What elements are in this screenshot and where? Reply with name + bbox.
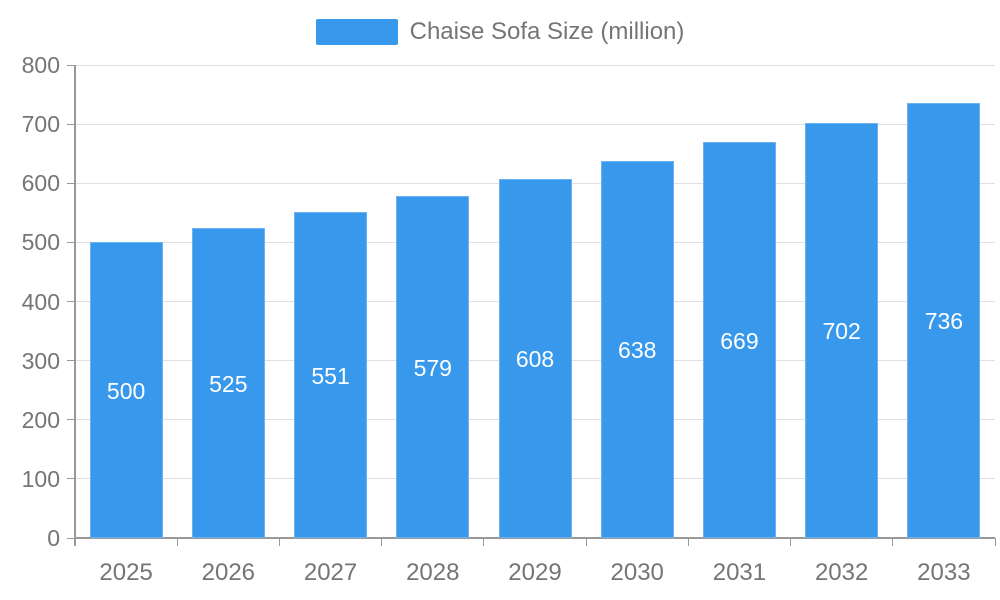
y-axis-label: 400 [21, 288, 60, 315]
y-axis-label: 800 [21, 52, 60, 78]
y-axis-label: 300 [21, 347, 60, 374]
x-axis-label: 2030 [610, 559, 664, 586]
legend-swatch-icon [315, 19, 398, 45]
x-axis-tick [892, 538, 894, 546]
y-axis-tick [67, 182, 75, 184]
bar: 702 [805, 122, 879, 538]
y-axis-tick [67, 478, 75, 480]
bar: 669 [702, 142, 776, 538]
x-axis-tick [278, 538, 280, 546]
x-axis-tick [483, 538, 485, 546]
bar-value-label: 551 [311, 363, 350, 390]
y-axis-label: 700 [21, 111, 60, 138]
gridline [75, 123, 995, 125]
x-axis-tick [585, 538, 587, 546]
y-axis-tick [67, 419, 75, 421]
y-axis-tick [67, 537, 75, 539]
bar: 500 [89, 242, 163, 538]
y-axis-label: 100 [21, 465, 60, 492]
y-axis-tick [67, 123, 75, 125]
x-axis-tick [74, 538, 76, 546]
y-axis-label: 200 [21, 406, 60, 433]
x-axis-tick [176, 538, 178, 546]
bar: 736 [907, 102, 981, 538]
x-axis-label: 2029 [508, 559, 562, 586]
y-axis-tick [67, 301, 75, 302]
x-axis-label: 2032 [814, 559, 869, 586]
y-axis-tick [67, 64, 75, 66]
x-axis-label: 2027 [303, 559, 358, 586]
x-axis-tick [381, 538, 383, 546]
x-axis-tick [790, 538, 792, 546]
x-axis-label: 2031 [712, 559, 767, 586]
x-axis-label: 2028 [406, 559, 460, 586]
bar: 638 [600, 160, 674, 538]
gridline [75, 64, 995, 66]
x-axis-label: 2026 [201, 559, 256, 586]
bar-value-label: 525 [209, 370, 248, 397]
bar: 525 [191, 227, 265, 538]
bar-value-label: 638 [618, 337, 657, 364]
x-axis-label: 2025 [99, 559, 153, 586]
y-axis-tick [67, 360, 75, 362]
y-axis-label: 500 [21, 229, 60, 256]
y-axis-label: 600 [21, 170, 60, 197]
legend-label: Chaise Sofa Size (million) [409, 18, 685, 45]
y-axis-label: 0 [47, 525, 60, 551]
bar-value-label: 702 [822, 318, 861, 345]
bar-value-label: 579 [413, 354, 452, 381]
x-axis-tick [994, 538, 996, 546]
bar: 579 [396, 195, 470, 538]
x-axis-tick [687, 538, 689, 546]
bar-value-label: 608 [515, 346, 555, 373]
y-axis-line [74, 65, 76, 546]
x-axis-label: 2033 [917, 559, 971, 586]
bar-value-label: 500 [106, 378, 146, 405]
bar: 551 [294, 212, 368, 538]
y-axis-tick [67, 241, 75, 243]
bar-value-label: 669 [720, 328, 759, 355]
x-axis-line [75, 537, 995, 539]
legend[interactable]: Chaise Sofa Size (million) [0, 19, 1000, 45]
bar-value-label: 736 [924, 308, 964, 335]
bar: 608 [498, 178, 572, 538]
